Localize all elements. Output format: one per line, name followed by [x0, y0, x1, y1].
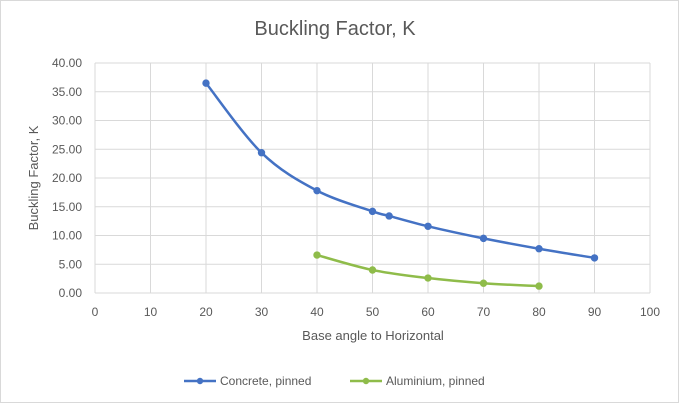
data-point — [313, 251, 321, 259]
x-tick-label: 20 — [199, 305, 213, 319]
data-point — [424, 222, 432, 231]
data-point — [479, 279, 488, 287]
x-tick-label: 10 — [144, 305, 158, 319]
y-tick-label: 10.00 — [52, 229, 82, 243]
legend-label: Concrete, pinned — [220, 374, 311, 388]
legend-label: Aluminium, pinned — [386, 374, 485, 388]
series-0 — [202, 79, 599, 262]
data-point — [202, 79, 210, 87]
y-axis-title: Buckling Factor, K — [26, 125, 41, 230]
legend-item: Aluminium, pinned — [350, 374, 485, 388]
gridlines — [94, 62, 651, 294]
x-tick-label: 0 — [92, 305, 99, 319]
y-tick-label: 15.00 — [52, 200, 82, 214]
data-point — [535, 245, 543, 253]
y-tick-label: 25.00 — [52, 142, 82, 156]
y-tick-label: 0.00 — [59, 286, 83, 300]
data-point — [590, 254, 599, 262]
y-tick-label: 35.00 — [52, 85, 82, 99]
x-tick-label: 80 — [532, 305, 546, 319]
x-axis-title: Base angle to Horizontal — [302, 328, 444, 343]
series-1 — [313, 251, 543, 290]
series-line — [204, 81, 596, 260]
data-point — [424, 274, 432, 282]
data-point — [535, 282, 543, 290]
data-point — [368, 266, 377, 274]
y-tick-label: 20.00 — [52, 171, 82, 185]
data-point — [479, 234, 488, 243]
y-tick-label: 30.00 — [52, 114, 82, 128]
x-tick-label: 30 — [255, 305, 269, 319]
legend-marker — [196, 377, 204, 385]
x-tick-label: 70 — [477, 305, 491, 319]
legend-item: Concrete, pinned — [184, 374, 311, 388]
series-lines — [202, 79, 599, 290]
tick-labels: 0 10 20 30 40 50 60 70 80 90 100 0.00 5.00 10.00 15.00… — [52, 56, 660, 319]
data-point — [313, 186, 321, 195]
legend-marker — [362, 377, 370, 385]
y-tick-label: 5.00 — [59, 257, 83, 271]
legend: Concrete, pinned Aluminium, pinned — [184, 374, 485, 388]
data-point — [385, 212, 393, 220]
data-point — [368, 207, 377, 216]
chart-title: Buckling Factor, K — [254, 18, 416, 40]
x-tick-label: 90 — [588, 305, 602, 319]
x-tick-label: 60 — [421, 305, 435, 319]
x-tick-label: 100 — [640, 305, 660, 319]
x-tick-label: 50 — [366, 305, 380, 319]
y-tick-label: 40.00 — [52, 56, 82, 70]
x-tick-label: 40 — [310, 305, 324, 319]
data-point — [257, 149, 266, 157]
